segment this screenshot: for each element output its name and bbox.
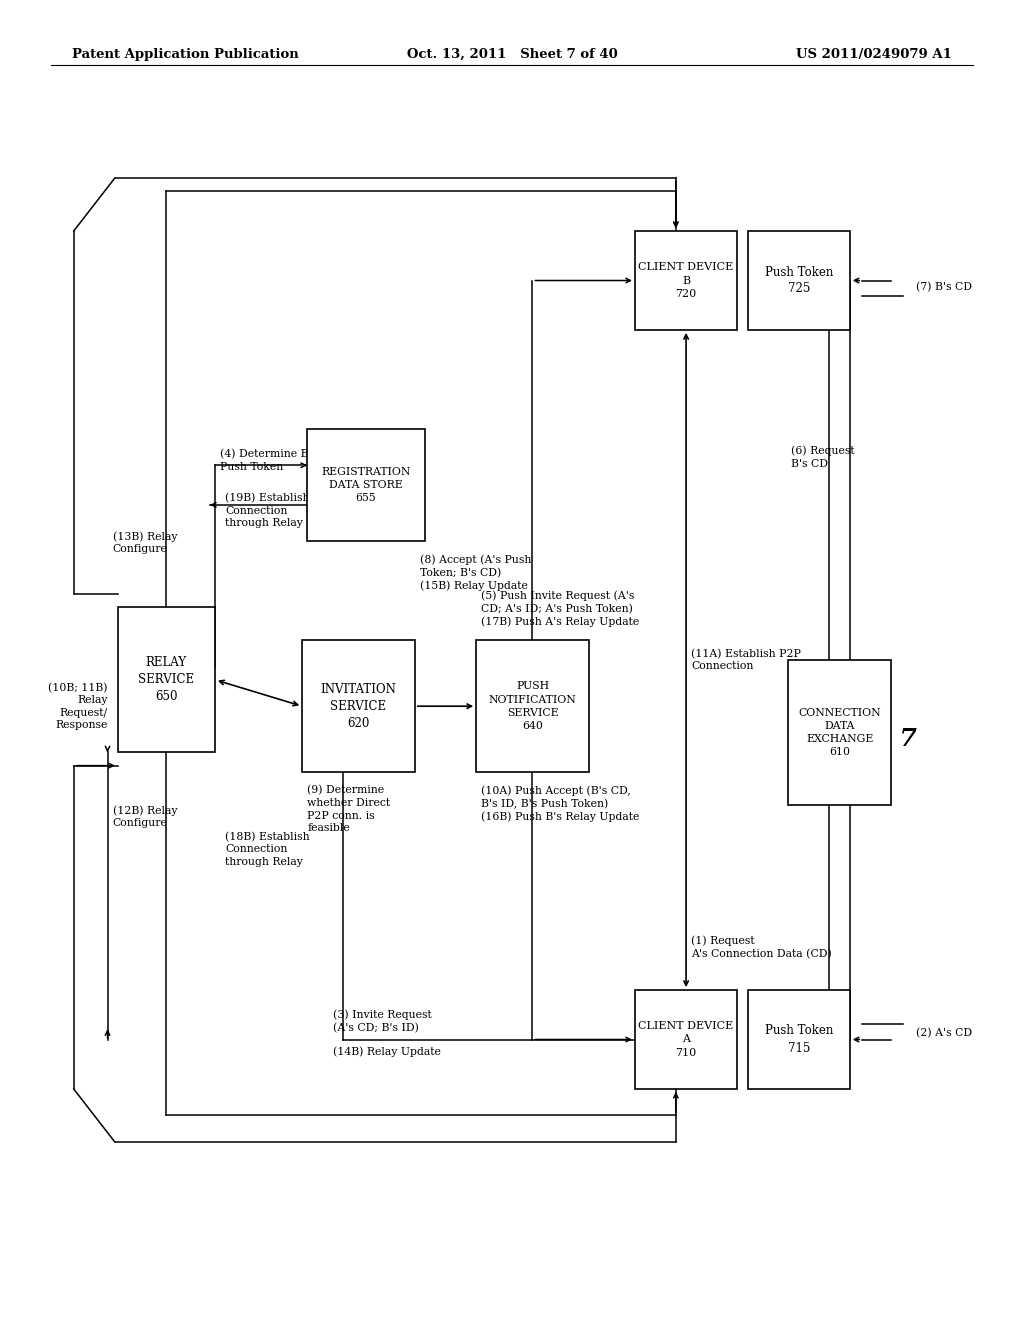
Text: (9) Determine
whether Direct
P2P conn. is
feasible: (9) Determine whether Direct P2P conn. i… [307, 785, 390, 833]
Text: (10B; 11B)
Relay
Request/
Response: (10B; 11B) Relay Request/ Response [48, 682, 108, 730]
FancyBboxPatch shape [748, 990, 850, 1089]
FancyBboxPatch shape [635, 231, 737, 330]
Text: INVITATION
SERVICE
620: INVITATION SERVICE 620 [321, 682, 396, 730]
Text: (13B) Relay
Configure: (13B) Relay Configure [113, 532, 177, 554]
FancyBboxPatch shape [635, 990, 737, 1089]
Text: REGISTRATION
DATA STORE
655: REGISTRATION DATA STORE 655 [322, 467, 411, 503]
Text: US 2011/0249079 A1: US 2011/0249079 A1 [797, 48, 952, 61]
Text: (4) Determine B's
Push Token: (4) Determine B's Push Token [220, 449, 317, 473]
Text: (5) Push Invite Request (A's
CD; A's ID; A's Push Token)
(17B) Push A's Relay Up: (5) Push Invite Request (A's CD; A's ID;… [481, 590, 640, 627]
FancyBboxPatch shape [118, 607, 215, 752]
Text: (10A) Push Accept (B's CD,
B's ID, B's Push Token)
(16B) Push B's Relay Update: (10A) Push Accept (B's CD, B's ID, B's P… [481, 785, 640, 822]
FancyBboxPatch shape [302, 640, 415, 772]
Text: PUSH
NOTIFICATION
SERVICE
640: PUSH NOTIFICATION SERVICE 640 [488, 681, 577, 731]
Text: (11A) Establish P2P
Connection: (11A) Establish P2P Connection [691, 648, 801, 672]
Text: FIG. 7: FIG. 7 [834, 727, 918, 751]
Text: CLIENT DEVICE
B
720: CLIENT DEVICE B 720 [638, 263, 734, 298]
Text: Push Token
725: Push Token 725 [765, 265, 833, 296]
Text: (6) Request
B's CD: (6) Request B's CD [791, 446, 854, 469]
Text: Oct. 13, 2011   Sheet 7 of 40: Oct. 13, 2011 Sheet 7 of 40 [407, 48, 617, 61]
Text: (2) A's CD: (2) A's CD [916, 1028, 973, 1038]
Text: (3) Invite Request
(A's CD; B's ID): (3) Invite Request (A's CD; B's ID) [333, 1010, 431, 1032]
Text: RELAY
SERVICE
650: RELAY SERVICE 650 [138, 656, 195, 704]
FancyBboxPatch shape [476, 640, 589, 772]
FancyBboxPatch shape [748, 231, 850, 330]
Text: Push Token
715: Push Token 715 [765, 1024, 833, 1055]
FancyBboxPatch shape [307, 429, 425, 541]
Text: (8) Accept (A's Push
Token; B's CD)
(15B) Relay Update: (8) Accept (A's Push Token; B's CD) (15B… [420, 554, 531, 591]
Text: CONNECTION
DATA
EXCHANGE
610: CONNECTION DATA EXCHANGE 610 [799, 708, 881, 758]
Text: (12B) Relay
Configure: (12B) Relay Configure [113, 805, 177, 828]
Text: (1) Request
A's Connection Data (CD): (1) Request A's Connection Data (CD) [691, 936, 831, 958]
Text: CLIENT DEVICE
A
710: CLIENT DEVICE A 710 [638, 1022, 734, 1057]
FancyBboxPatch shape [788, 660, 891, 805]
Text: (7) B's CD: (7) B's CD [916, 282, 973, 292]
Text: (19B) Establish
Connection
through Relay: (19B) Establish Connection through Relay [225, 492, 310, 528]
Text: Patent Application Publication: Patent Application Publication [72, 48, 298, 61]
Text: (18B) Establish
Connection
through Relay: (18B) Establish Connection through Relay [225, 832, 310, 867]
Text: (14B) Relay Update: (14B) Relay Update [333, 1045, 440, 1057]
